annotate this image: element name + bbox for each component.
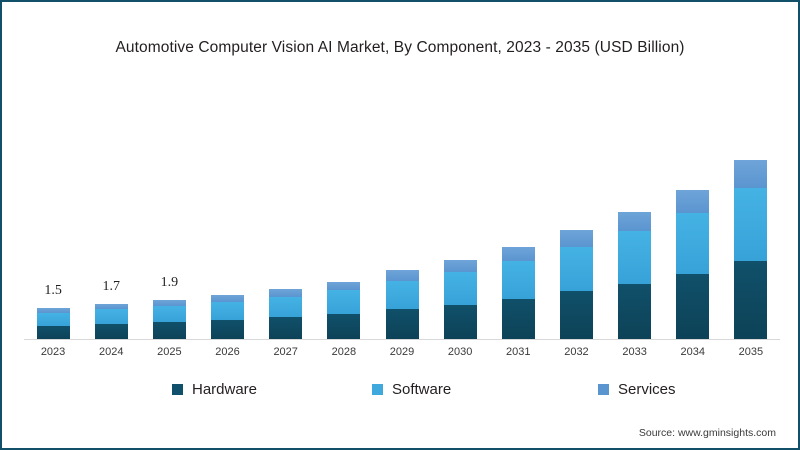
bar-column[interactable] [34,306,72,340]
bar-segment-services[interactable] [501,246,535,262]
bar-segment-hardware[interactable] [676,274,710,340]
x-axis-tick-2026: 2026 [215,346,240,358]
bar-segment-hardware[interactable] [385,309,419,340]
bar-segment-software[interactable] [152,305,186,323]
legend-label: Hardware [192,380,258,398]
x-axis-tick-2029: 2029 [389,346,415,358]
chart-title: Automotive Computer Vision AI Market, By… [115,39,685,56]
bar-segment-hardware[interactable] [618,283,652,340]
bar-column[interactable] [441,257,479,340]
bar-column[interactable] [209,292,247,340]
bar-segment-software[interactable] [211,301,245,321]
legend-item-services[interactable]: Services [598,381,676,398]
bar-column[interactable] [674,188,712,340]
bar-segment-software[interactable] [559,246,593,292]
bar-segment-services[interactable] [443,259,477,273]
x-axis-tick-2027: 2027 [273,346,298,358]
bar-segment-services[interactable] [676,190,710,214]
bar-value-label: 1.7 [102,278,120,294]
bar-segment-hardware[interactable] [36,325,70,340]
plot-area [24,74,780,340]
bar-segment-services[interactable] [327,281,361,291]
x-axis-tick-2023: 2023 [40,346,66,358]
legend-label: Services [618,380,676,398]
bar-segment-hardware[interactable] [327,314,361,340]
x-axis-tick-2028: 2028 [331,346,357,358]
bar-column[interactable] [267,286,305,340]
bar-segment-hardware[interactable] [501,298,535,340]
bar-segment-services[interactable] [559,230,593,247]
x-axis-tick-2031: 2031 [506,346,531,358]
bar-segment-software[interactable] [501,261,535,299]
legend-swatch-services [598,383,609,395]
legend-swatch-software [372,383,383,395]
bar-segment-software[interactable] [94,309,128,325]
bar-column[interactable] [732,158,770,340]
legend-item-hardware[interactable]: Hardware [172,381,257,398]
bar-segment-services[interactable] [385,269,419,281]
bar-segment-software[interactable] [618,231,652,284]
bar-segment-software[interactable] [385,280,419,310]
bar-segment-software[interactable] [36,313,70,326]
bar-segment-hardware[interactable] [559,291,593,340]
bar-segment-services[interactable] [734,160,768,188]
bar-segment-services[interactable] [94,303,128,310]
x-axis-tick-2030: 2030 [447,346,473,358]
bar-segment-services[interactable] [36,308,70,313]
bar-segment-software[interactable] [269,296,303,318]
bar-segment-hardware[interactable] [443,304,477,340]
bar-column[interactable] [325,279,363,340]
legend-swatch-hardware [172,383,183,395]
axis-baseline [24,339,780,340]
x-axis-tick-2024: 2024 [98,346,124,358]
bar-column[interactable] [499,244,537,340]
bar-column[interactable] [150,297,188,340]
bar-segment-hardware[interactable] [152,322,186,340]
x-axis-tick-2033: 2033 [622,346,647,358]
bar-segment-hardware[interactable] [94,324,128,340]
legend-item-software[interactable]: Software [372,381,451,398]
x-axis-tick-2032: 2032 [564,346,589,358]
bar-segment-services[interactable] [269,288,303,297]
x-axis-tick-2025: 2025 [157,346,182,358]
bar-value-label: 1.9 [160,274,179,290]
x-axis-tick-2034: 2034 [680,346,705,358]
source-attribution: Source: www.gminsights.com [638,427,776,439]
bar-column[interactable] [383,267,421,340]
bar-segment-hardware[interactable] [211,320,245,340]
bar-segment-software[interactable] [443,272,477,305]
bar-segment-services[interactable] [211,294,245,302]
bar-segment-software[interactable] [676,213,710,275]
bar-segment-hardware[interactable] [734,260,768,340]
bar-segment-software[interactable] [734,187,768,261]
chart-legend: Hardware Software Services [2,379,798,399]
legend-label: Software [392,380,452,398]
x-axis-tick-2035: 2035 [738,346,764,358]
bar-segment-services[interactable] [618,211,652,232]
bar-segment-hardware[interactable] [269,317,303,340]
bar-column[interactable] [92,301,130,340]
bar-value-label: 1.5 [44,283,62,299]
bar-column[interactable] [616,209,654,340]
bar-segment-services[interactable] [152,299,186,306]
bar-segment-software[interactable] [327,290,361,315]
bar-column[interactable] [557,227,595,340]
